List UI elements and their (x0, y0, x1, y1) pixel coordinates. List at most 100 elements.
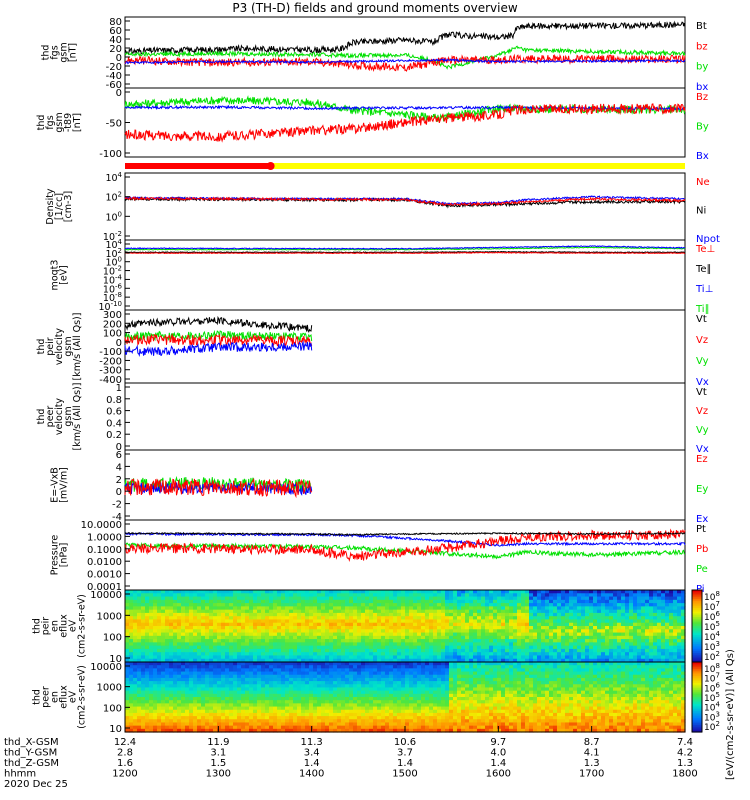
panel-ylabel: peer (45, 406, 56, 428)
panel-ylabel: thd (36, 409, 47, 425)
panel-ylabel: eV (68, 619, 79, 632)
legend-Ez: Ez (696, 454, 708, 465)
legend-bx: bx (696, 82, 708, 93)
panel-ylabel: peer (41, 686, 52, 708)
ytick-label: 0 (116, 338, 122, 349)
ytick-label: 1000 (97, 683, 122, 694)
panel-ylabel: moqt3 (50, 260, 61, 291)
xaxis-value: 1400 (299, 769, 324, 780)
legend-by: by (696, 62, 708, 73)
xaxis-value: 4.1 (584, 748, 600, 759)
mode-bar-red (125, 163, 271, 169)
ytick-label: 0 (116, 53, 122, 64)
xaxis-value: 1800 (672, 769, 697, 780)
legend-Ne: Ne (696, 177, 710, 188)
panel-ylabel: [1/cc] (54, 193, 65, 220)
ytick-label: 0 (116, 88, 122, 99)
legend-Te⊥: Te⊥ (695, 244, 715, 255)
ytick-label: 300 (103, 310, 122, 321)
series-Pe (124, 541, 686, 560)
ytick-label: 4 (116, 462, 122, 473)
xaxis-value: 3.7 (397, 748, 413, 759)
ytick-label: -50 (106, 119, 122, 130)
legend-Ti⊥: Ti⊥ (695, 284, 713, 295)
xaxis-value: 1500 (392, 769, 417, 780)
panel-ylabel: Pressure (50, 535, 61, 576)
series-Te⊥ (124, 251, 686, 255)
panel-ylabel: velocity (54, 398, 65, 436)
panel-ylabel: gsm (59, 42, 70, 62)
panel-ylabel: gsm (63, 336, 74, 356)
xaxis-value: 1.5 (210, 758, 226, 769)
ytick-label: 6 (116, 450, 122, 461)
xaxis-value: 1600 (486, 769, 511, 780)
ytick-label: 1 (116, 383, 122, 394)
ytick-label: 10 (109, 654, 122, 665)
panel-ylabel: gsm (63, 406, 74, 426)
ytick-label: -100 (99, 347, 122, 358)
ytick-label: 2 (116, 475, 122, 486)
panel-frame (124, 382, 686, 451)
panel-ylabel: velocity (54, 328, 65, 366)
series-Ti⊥ (124, 245, 686, 250)
series-Bz (124, 103, 686, 143)
legend-Pe: Pe (696, 564, 708, 575)
panel-ylabel: thd (32, 618, 43, 634)
ytick-label: 100 (103, 329, 122, 340)
series-Te∥ (124, 250, 686, 254)
panel-ylabel: eflux (59, 685, 70, 709)
series-Bt (124, 20, 686, 56)
legend-Pt: Pt (696, 524, 706, 535)
xaxis-value: 1.3 (677, 758, 693, 769)
xaxis-value: 4.2 (677, 748, 693, 759)
panel-ylabel: (cm2-s-sr-eV) (77, 594, 88, 658)
ytick-label: 10.0000 (81, 520, 122, 531)
ytick-label: -400 (99, 375, 122, 386)
series-Vt (124, 315, 313, 334)
ytick-label: -100 (99, 149, 122, 160)
panel-ylabel: gsm (54, 112, 65, 132)
panel-ylabel: fgs (50, 45, 61, 59)
xaxis-value: 7.4 (677, 737, 693, 748)
panel-ylabel: E=-VxB (50, 467, 61, 502)
series-Ni (124, 195, 686, 209)
xaxis-date: 2020 Dec 25 (4, 779, 68, 790)
legend-Te∥: Te∥ (695, 264, 712, 275)
panel-efield: E=-VxB[mV/m] 64 20 -2-4 Ez Ey Ex (50, 449, 708, 525)
legend-Bt: Bt (696, 21, 707, 32)
legend-Bx: Bx (696, 151, 709, 162)
legend-Ey: Ey (696, 484, 708, 495)
xaxis-value: 1.4 (304, 758, 320, 769)
plot-title: P3 (TH-D) fields and ground moments over… (232, 1, 518, 15)
ytick-label: 10 (109, 724, 122, 735)
legend-Vy: Vy (696, 356, 709, 367)
xaxis-value: 2.8 (117, 748, 133, 759)
ytick-label: 20 (109, 44, 122, 55)
panel-temperature: moqt3[eV]10410210010-210-410-610-810-10T… (50, 238, 716, 315)
panel-ylabel: [nPa] (59, 543, 70, 568)
legend-bz: bz (696, 41, 708, 52)
series-Ez (124, 477, 313, 499)
xaxis-value: 1300 (206, 769, 231, 780)
xaxis-row-label: hhmm (4, 769, 36, 780)
ytick-label: 0 (116, 487, 122, 498)
legend-Ex: Ex (696, 514, 708, 525)
xaxis-value: 10.6 (394, 737, 416, 748)
ytick-label: -20 (106, 62, 122, 73)
ytick-label: 0.0001 (87, 582, 122, 593)
ytick-label: -40 (106, 71, 122, 82)
ytick-label: 102 (105, 191, 122, 204)
series-bx (124, 57, 686, 65)
legend-Vy: Vy (696, 425, 709, 436)
panel-frame (124, 172, 686, 241)
panel-ylabel: en (50, 620, 61, 632)
ytick-label: 200 (103, 319, 122, 330)
panel-ylabel: thd (32, 689, 43, 705)
xaxis-value: 11.3 (301, 737, 323, 748)
panel-ylabel: [cm-3] (63, 191, 74, 222)
